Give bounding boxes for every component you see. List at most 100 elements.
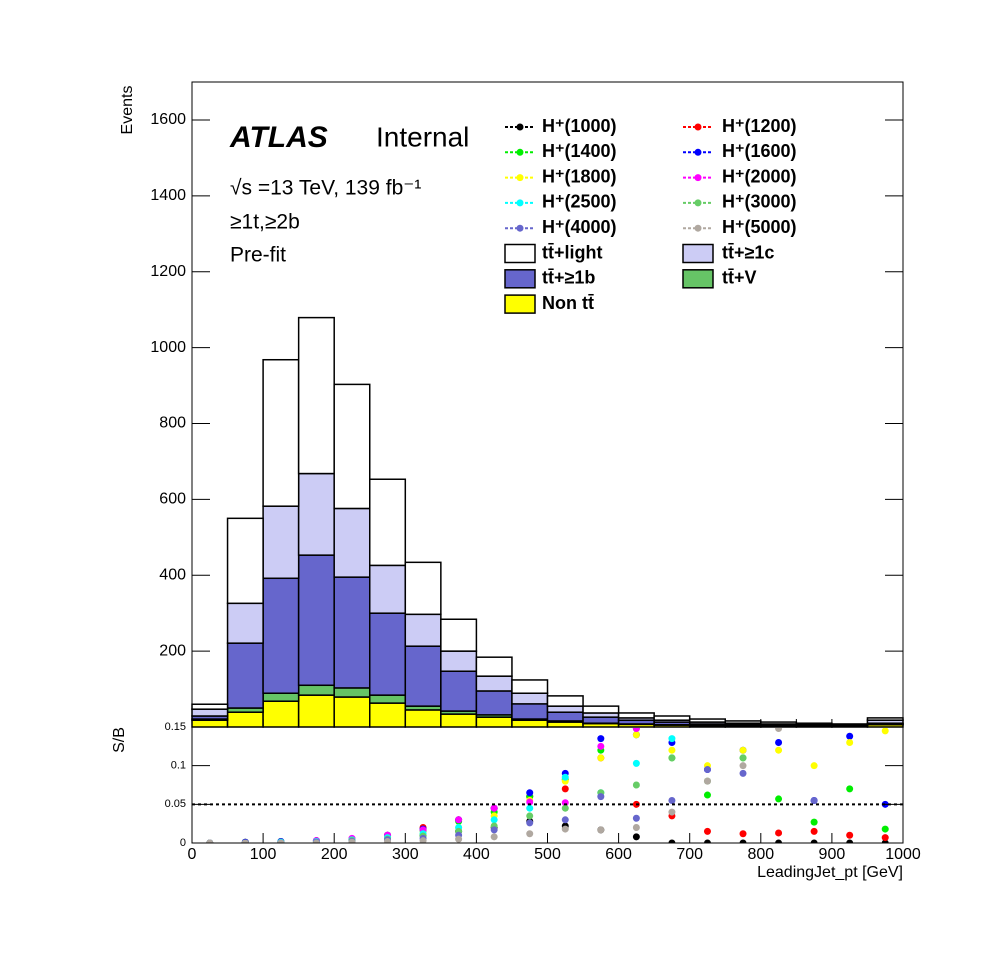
ratio-point	[526, 812, 534, 820]
ratio-point	[206, 839, 214, 843]
ratio-point	[775, 795, 783, 803]
stack-bar	[511, 703, 549, 720]
legend-label: H⁺(5000)	[722, 217, 797, 237]
legend-label: Non tt̄	[542, 293, 594, 313]
stack-bar	[404, 709, 442, 728]
legend-label: H⁺(1400)	[542, 141, 617, 161]
legend-marker	[694, 199, 702, 207]
stack-bar	[297, 684, 335, 696]
stack-bar	[226, 517, 264, 605]
legend-label: H⁺(2000)	[722, 166, 797, 186]
stack-bar	[688, 718, 727, 723]
stack-bar	[262, 577, 300, 694]
ratio-point	[277, 839, 285, 843]
ratio-point	[668, 839, 676, 843]
stack-bar	[191, 708, 229, 717]
y-tick-label: 1200	[150, 263, 186, 280]
legend-label: tt̄+≥1b	[542, 268, 595, 288]
stack-bar	[546, 695, 584, 707]
ratio-point	[526, 830, 534, 838]
legend-label: H⁺(3000)	[722, 192, 797, 212]
x-axis-label: LeadingJet_pt [GeV]	[757, 864, 903, 881]
stack-bar	[440, 670, 478, 712]
ratio-point	[348, 838, 356, 843]
stack-bar	[475, 716, 513, 728]
legend-label: H⁺(1800)	[542, 166, 617, 186]
y-tick-label: 400	[159, 566, 186, 583]
region-label: ≥1t,≥2b	[230, 211, 300, 234]
ratio-point	[561, 804, 569, 812]
ratio-point	[775, 829, 783, 837]
y-tick-label: 0.15	[165, 721, 186, 733]
fit-label: Pre-fit	[230, 244, 286, 267]
ratio-point	[668, 796, 676, 804]
stack-bar	[866, 717, 904, 721]
ratio-point	[739, 762, 747, 770]
ratio-point	[490, 826, 498, 834]
ratio-point	[597, 793, 605, 801]
stack-bar	[333, 696, 371, 728]
y-tick-label: 200	[159, 642, 186, 659]
stack-bar	[262, 358, 300, 507]
ratio-point	[703, 839, 711, 843]
legend-marker	[694, 123, 702, 131]
legend-marker	[694, 174, 702, 182]
x-tick-label: 500	[534, 846, 561, 863]
stack-bar	[653, 715, 691, 721]
ratio-point	[561, 799, 569, 807]
x-tick-label: 0	[188, 846, 197, 863]
stack-bar	[262, 505, 300, 580]
energy-label: √s =13 TeV, 139 fb⁻¹	[230, 177, 421, 200]
ratio-point	[810, 762, 818, 770]
ratio-point	[597, 826, 605, 834]
y-tick-label: 0	[180, 837, 186, 849]
stack-bar	[511, 719, 549, 728]
stack-bar	[617, 712, 655, 719]
ratio-point	[632, 814, 640, 822]
ratio-point	[739, 830, 747, 838]
ratio-point	[739, 754, 747, 762]
x-tick-label: 300	[392, 846, 419, 863]
legend-label: tt̄+V	[722, 268, 757, 288]
ratio-point	[490, 804, 498, 812]
stack-bar	[226, 602, 264, 644]
stack-bar	[297, 694, 335, 728]
ratio-point	[384, 837, 392, 843]
stack-bar	[333, 687, 371, 698]
atlas-label: ATLAS	[229, 121, 328, 154]
x-tick-label: 700	[676, 846, 703, 863]
legend-label: H⁺(1000)	[542, 116, 617, 136]
ratio-point	[703, 827, 711, 835]
stack-bar	[297, 472, 335, 556]
ratio-point	[703, 766, 711, 774]
ratio-point	[632, 833, 640, 841]
stack-bar	[475, 690, 513, 716]
ratio-point	[846, 732, 854, 740]
legend-marker	[516, 224, 524, 232]
stack-bar	[369, 694, 407, 704]
ratio-point	[881, 728, 889, 735]
stack-bar	[404, 561, 442, 616]
stack-bar	[369, 564, 407, 614]
ratio-point	[455, 835, 463, 843]
stack-bar	[226, 711, 264, 728]
ratio-point	[810, 796, 818, 804]
ratio-point	[632, 731, 640, 739]
ratio-point	[561, 773, 569, 781]
legend-marker	[516, 148, 524, 156]
ratio-point	[632, 728, 640, 733]
x-tick-label: 100	[250, 846, 277, 863]
ratio-point	[739, 769, 747, 777]
ratio-point	[668, 808, 676, 816]
stack-bar	[440, 713, 478, 728]
legend-label: H⁺(1600)	[722, 141, 797, 161]
legend-marker	[516, 199, 524, 207]
ratio-point	[419, 837, 427, 843]
legend-marker	[694, 148, 702, 156]
stack-bar	[297, 554, 335, 687]
ratio-point	[597, 754, 605, 762]
y-tick-label: 1400	[150, 187, 186, 204]
ratio-point	[668, 735, 676, 743]
stack-bar	[511, 679, 549, 694]
legend-label: tt̄+light	[542, 242, 603, 262]
